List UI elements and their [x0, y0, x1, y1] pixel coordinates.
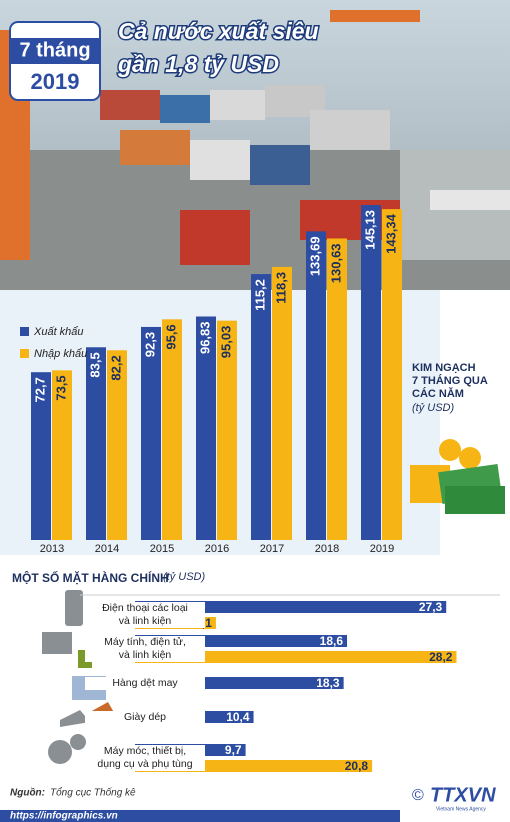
containers	[0, 10, 510, 300]
source: Tổng cục Thống kê	[50, 787, 136, 799]
badge-year: 2019	[31, 69, 80, 94]
legend-swatch	[20, 349, 29, 358]
x-tick-label: 2016	[205, 543, 229, 555]
value-label: 115,2	[252, 279, 267, 311]
legend-label: Xuất khẩu	[33, 326, 84, 338]
category-label: Máy móc, thiết bị, dụng cụ và phụ tùng	[85, 745, 205, 771]
badge-month: 7 tháng	[19, 39, 90, 61]
footer-bar	[0, 810, 400, 822]
url: https://infographics.vn	[10, 811, 118, 822]
bar	[135, 651, 457, 663]
bar	[327, 238, 347, 541]
value-label: 27,3	[419, 600, 443, 614]
note: KIM NGẠCH 7 THÁNG QUA CÁC NĂM	[412, 362, 488, 400]
x-tick-label: 2015	[150, 543, 174, 555]
bar	[272, 266, 292, 540]
value-label: 130,63	[328, 243, 343, 283]
bar	[382, 209, 402, 540]
value-label: 143,34	[383, 213, 398, 254]
bar	[52, 370, 72, 540]
value-label: 118,3	[273, 272, 288, 304]
value-label: 82,2	[108, 355, 123, 380]
bar	[361, 205, 381, 540]
chart-title: MỘT SỐ MẶT HÀNG CHÍNH	[12, 571, 169, 585]
bar	[162, 319, 182, 540]
value-label: 20,8	[345, 759, 369, 773]
category-label: Máy tính, điện tử, và linh kiện	[85, 636, 205, 662]
value-label: 95,6	[163, 324, 178, 349]
value-label: 96,83	[197, 321, 212, 354]
badge: 7 tháng 2019	[9, 21, 101, 101]
x-tick-label: 2019	[370, 543, 394, 555]
legend-label: Nhập khẩu	[34, 348, 87, 360]
unit: (tỷ USD)	[412, 402, 455, 414]
value-label: 28,2	[429, 650, 453, 664]
bar	[31, 372, 51, 540]
value-label: 92,3	[142, 332, 157, 357]
x-tick-label: 2014	[95, 543, 119, 555]
bar	[251, 274, 271, 540]
value-label: 72,7	[32, 377, 47, 402]
bar	[306, 231, 326, 540]
x-tick-label: 2013	[40, 543, 64, 555]
bar	[217, 320, 237, 540]
category-label: Điện thoại các loại và linh kiện	[85, 602, 205, 628]
title: Cả nước xuất siêu	[118, 18, 319, 44]
value-label: 9,7	[225, 743, 242, 757]
value-label: 10,4	[226, 710, 250, 724]
category-label: Giày dép	[85, 710, 205, 724]
value-label: 73,5	[53, 375, 68, 400]
bar	[196, 316, 216, 540]
value-label: 18,3	[316, 676, 340, 690]
bar	[86, 347, 106, 540]
value-label: 95,03	[218, 326, 233, 359]
bar	[141, 326, 161, 540]
value-label: 18,6	[320, 634, 344, 648]
logo-sub: Vietnam News Agency	[436, 806, 486, 812]
category-label: Hàng dệt may	[85, 676, 205, 690]
logo: TTXVN	[430, 784, 496, 806]
x-tick-label: 2018	[315, 543, 339, 555]
legend-swatch	[20, 327, 29, 336]
source-label: Nguồn:	[10, 787, 45, 799]
bar	[107, 350, 127, 540]
value-label: 83,5	[87, 352, 102, 377]
value-label: 145,13	[362, 210, 377, 250]
unit: (tỷ USD)	[163, 571, 206, 583]
money-icon	[410, 439, 505, 514]
value-label: 133,69	[307, 236, 322, 276]
title: gần 1,8 tỷ USD	[117, 51, 279, 77]
copyright: ©	[412, 787, 424, 804]
bar	[135, 601, 447, 613]
x-tick-label: 2017	[260, 543, 284, 555]
